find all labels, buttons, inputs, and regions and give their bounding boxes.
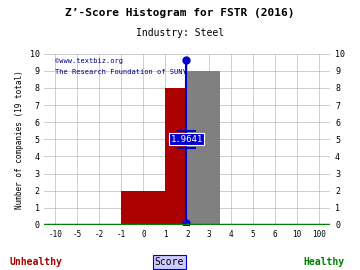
Text: Z’-Score Histogram for FSTR (2016): Z’-Score Histogram for FSTR (2016)	[65, 8, 295, 18]
Bar	[121, 191, 165, 225]
Text: Unhealthy: Unhealthy	[10, 257, 62, 267]
Text: ©www.textbiz.org: ©www.textbiz.org	[55, 58, 123, 64]
Y-axis label: Number of companies (19 total): Number of companies (19 total)	[15, 70, 24, 209]
Text: Industry: Steel: Industry: Steel	[136, 28, 224, 38]
Text: The Research Foundation of SUNY: The Research Foundation of SUNY	[55, 69, 187, 75]
Text: 1.9641: 1.9641	[170, 135, 203, 144]
Bar	[187, 71, 220, 225]
Text: Healthy: Healthy	[303, 257, 345, 267]
Text: Score: Score	[154, 257, 184, 267]
Bar	[165, 88, 187, 225]
